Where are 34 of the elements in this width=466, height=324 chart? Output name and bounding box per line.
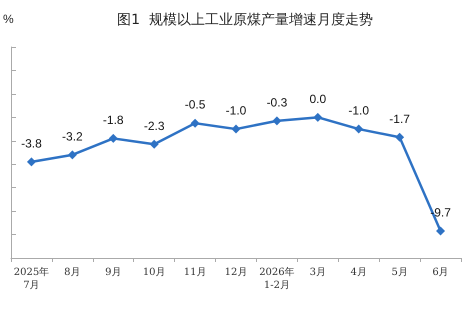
point <box>150 140 159 149</box>
point <box>313 112 322 122</box>
point <box>436 226 446 236</box>
point <box>108 134 118 143</box>
x-tick-label: 12月 <box>224 267 248 278</box>
point <box>395 132 404 142</box>
x-tick-label: 3月 <box>310 267 326 278</box>
point <box>232 124 240 134</box>
x-tick-label: 10月 <box>142 267 166 278</box>
x-tick-label: 9月 <box>105 267 122 278</box>
point <box>354 124 364 134</box>
data-label: -1.7 <box>389 112 410 126</box>
x-tick-label: 2026年 1-2月 <box>259 266 295 291</box>
data-label: -0.5 <box>184 98 206 112</box>
point <box>68 150 77 160</box>
point <box>272 116 282 126</box>
data-label: -3.2 <box>62 129 84 144</box>
x-tick-label: 8月 <box>64 267 81 278</box>
point <box>26 157 36 166</box>
data-label: -2.3 <box>144 118 165 133</box>
x-tick-label: 4月 <box>350 267 367 278</box>
point <box>190 118 200 128</box>
data-label: 0.0 <box>309 92 326 106</box>
chart-title: 图1 规模以上工业原煤产量增速月度走势 <box>117 12 373 28</box>
x-tick-label: 2025年 7月 <box>14 266 50 291</box>
y-axis-title: % <box>3 12 14 26</box>
data-label: -1.0 <box>226 104 247 118</box>
data-label: -3.8 <box>21 136 42 150</box>
x-tick-label: 6月 <box>432 267 449 278</box>
x-tick-label: 5月 <box>391 267 408 278</box>
data-label: -0.3 <box>266 95 288 110</box>
data-label: -1.0 <box>348 104 370 118</box>
x-tick-label: 11月 <box>184 267 206 278</box>
data-label: -1.8 <box>102 112 124 127</box>
